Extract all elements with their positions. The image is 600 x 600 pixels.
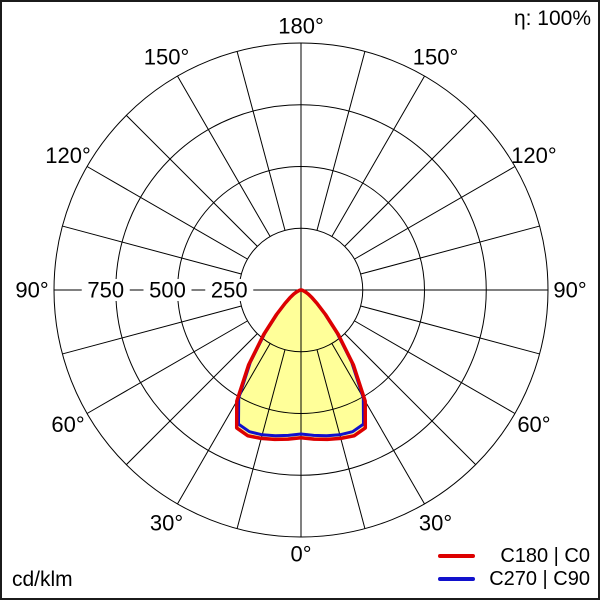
radial-label-mask [205,279,254,301]
grid-spoke [62,225,242,275]
grid-spoke [354,320,516,414]
grid-spoke [177,343,271,505]
angle-label: 120° [511,143,557,168]
grid-spoke [316,51,366,231]
grid-spoke [344,114,477,247]
c0-plane-label: C180 | C0 [500,544,590,567]
curve-c180-c0 [234,288,368,442]
unit-label: cd/klm [12,567,73,591]
c90-plane-line-swatch [438,577,475,581]
grid-spoke [331,75,425,237]
angle-label: 150° [413,45,459,70]
grid-spoke [236,51,286,231]
angle-label: 60° [51,412,84,437]
legend-item-c0: C180 | C0 [438,545,590,567]
angle-label: 30° [150,510,183,535]
radial-tick-label: 750 [87,278,124,303]
radial-tick-label: 250 [211,278,248,303]
angle-label: 180° [278,14,324,39]
angle-label: 60° [517,412,550,437]
radial-tick-label: 500 [149,278,186,303]
grid-spoke [360,225,540,275]
grid-spoke [360,305,540,355]
c0-plane-line-swatch [438,554,475,558]
grid-spoke [331,343,425,505]
grid-spoke [354,166,516,260]
radial-label-mask [143,279,192,301]
grid-spoke [125,333,258,466]
legend: C180 | C0 C270 | C90 [438,545,590,590]
angle-label: 90° [15,278,48,303]
grid-spoke [125,114,258,247]
radial-label-mask [81,279,130,301]
grid-spoke [86,320,248,414]
efficiency-value: η: 100% [513,7,591,30]
angle-label: 30° [419,510,452,535]
angle-label: 150° [144,45,190,70]
grid-spoke [86,166,248,260]
angle-label: 0° [290,542,311,567]
legend-item-c90: C270 | C90 [438,568,590,590]
grid-spoke [344,333,477,466]
angle-label: 90° [553,278,586,303]
grid-spoke [177,75,271,237]
grid-spoke [62,305,242,355]
angle-label: 120° [45,143,91,168]
c90-plane-label: C270 | C90 [489,567,590,590]
